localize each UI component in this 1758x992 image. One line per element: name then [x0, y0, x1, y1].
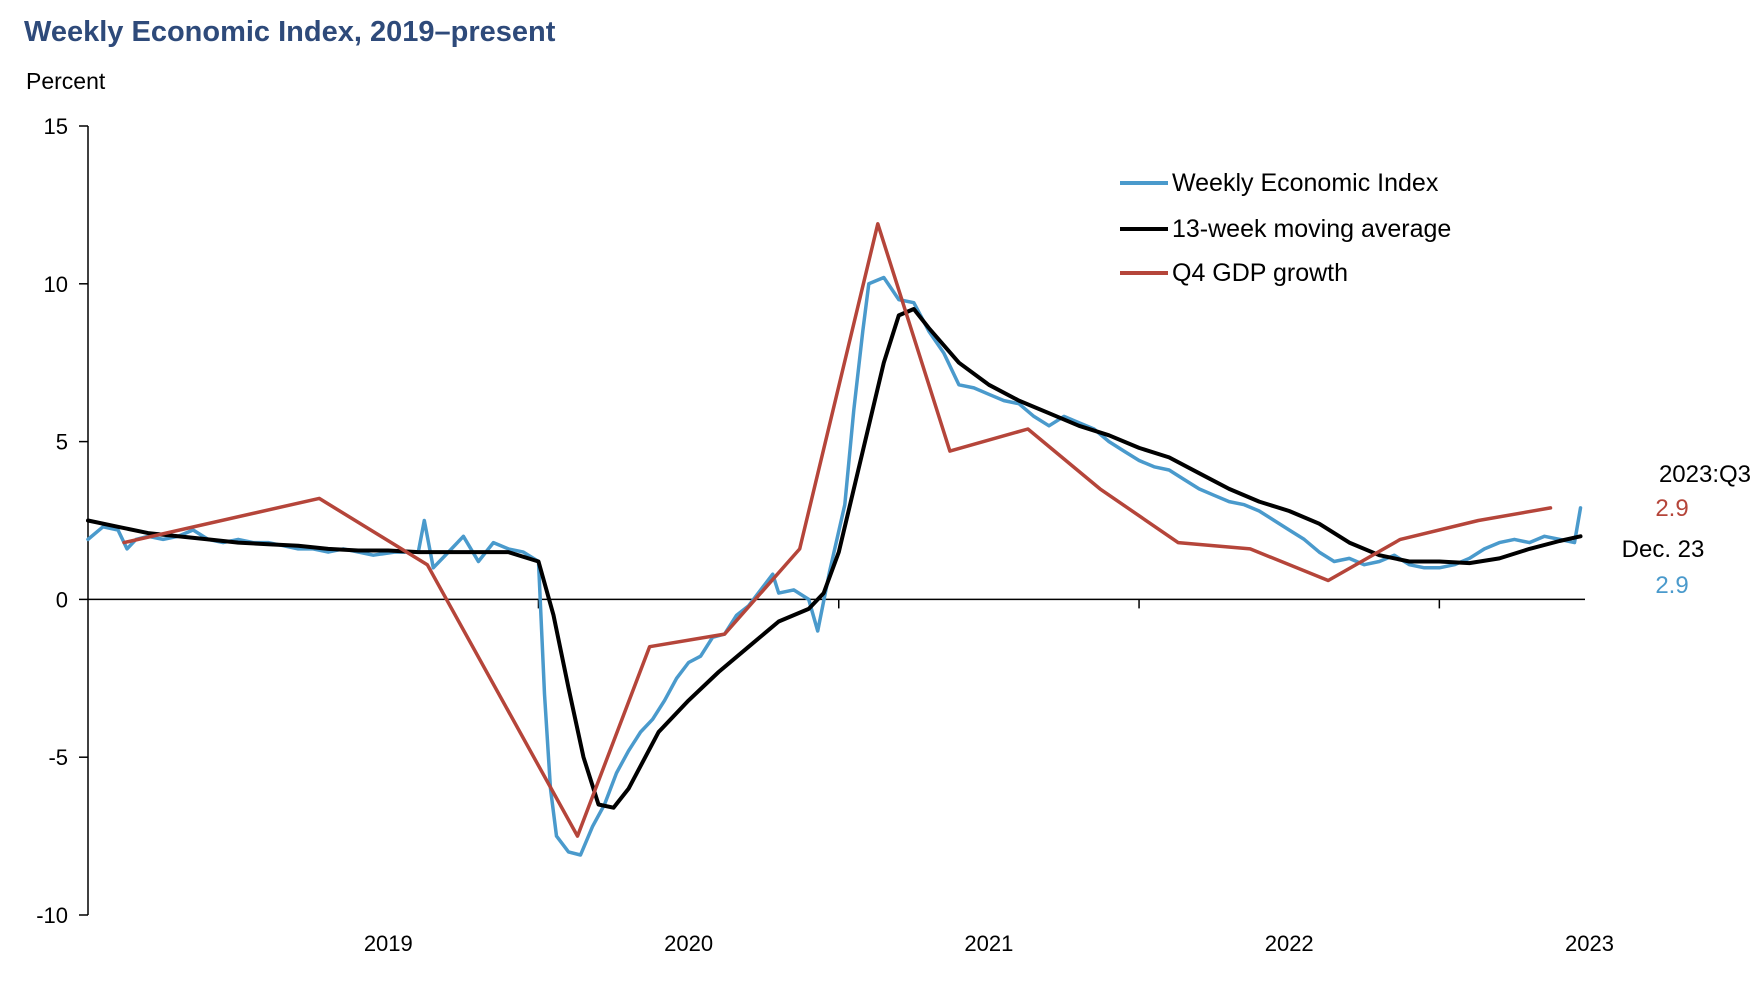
annotation-value: 2.9	[1655, 572, 1688, 599]
y-tick-label: 0	[56, 587, 68, 612]
annotation-label: Dec. 23	[1622, 536, 1705, 563]
y-axis-label: Percent	[26, 68, 106, 94]
x-tick-label: 2022	[1265, 931, 1314, 956]
annotation-value: 2.9	[1655, 495, 1688, 522]
x-tick-label: 2023	[1565, 931, 1614, 956]
x-tick-label: 2020	[664, 931, 713, 956]
series-line-13-week-moving-average	[86, 307, 1583, 810]
chart-title: Weekly Economic Index, 2019–present	[24, 16, 556, 48]
y-tick-label: -10	[36, 903, 68, 928]
y-tick-label: -5	[48, 745, 68, 770]
y-tick-label: 5	[56, 430, 68, 455]
x-tick-label: 2021	[964, 931, 1013, 956]
x-tick-label: 2019	[364, 931, 413, 956]
y-tick-label: 10	[44, 272, 68, 297]
y-tick-label: 15	[44, 114, 68, 139]
annotation-label: 2023:Q3	[1659, 461, 1751, 488]
legend-label: 13-week moving average	[1172, 215, 1451, 243]
legend-label: Q4 GDP growth	[1172, 259, 1348, 287]
series-line-q4-gdp-growth	[122, 222, 1553, 838]
legend-label: Weekly Economic Index	[1172, 169, 1439, 197]
